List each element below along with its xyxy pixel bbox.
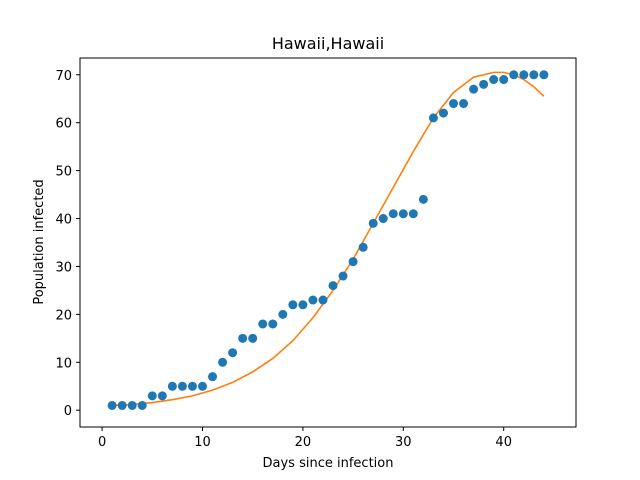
data-point [117,400,127,410]
x-tick-label: 0 [98,435,106,450]
data-point [318,295,328,305]
data-point [438,108,448,118]
y-tick-label: 30 [55,260,72,275]
data-point [137,400,147,410]
data-point [127,400,137,410]
data-point [418,194,428,204]
data-point [157,391,167,401]
data-point [459,99,469,109]
data-point [278,309,288,319]
data-point [308,295,318,305]
data-point [338,271,348,281]
data-point [408,209,418,219]
data-point [479,79,489,89]
data-point [288,300,298,310]
data-point [107,400,117,410]
data-point [358,242,368,252]
data-point [378,214,388,224]
data-point [238,333,248,343]
data-point [197,381,207,391]
data-point [328,281,338,291]
chart-title: Hawaii,Hawaii [272,34,384,53]
data-point [489,75,499,85]
data-point [449,99,459,109]
x-axis: 0 10 20 30 40 [98,427,512,450]
data-point [208,372,218,382]
y-tick-label: 70 [55,69,72,84]
data-point [248,333,258,343]
data-point [218,357,228,367]
y-tick-label: 60 [55,117,72,132]
y-axis: 0 10 20 30 40 50 60 70 [55,69,80,419]
data-point [348,257,358,267]
data-point [258,319,268,329]
data-point [368,218,378,228]
x-tick-label: 20 [295,435,312,450]
data-point [167,381,177,391]
data-point [298,300,308,310]
data-point [428,113,438,123]
data-point [268,319,278,329]
data-point [177,381,187,391]
data-point [519,70,529,80]
x-tick-label: 10 [194,435,211,450]
x-tick-label: 40 [495,435,512,450]
y-tick-label: 50 [55,165,72,180]
axes-frame [79,57,577,428]
data-point [187,381,197,391]
x-tick-label: 30 [395,435,412,450]
data-point [388,209,398,219]
x-axis-label: Days since infection [263,456,394,471]
data-point [529,70,539,80]
y-tick-label: 40 [55,213,72,228]
y-tick-label: 10 [55,356,72,371]
y-tick-label: 20 [55,308,72,323]
data-point [398,209,408,219]
data-point [539,70,549,80]
data-point [469,84,479,94]
y-axis-label: Population infected [32,179,47,304]
data-point [228,348,238,358]
data-point [499,75,509,85]
data-point [147,391,157,401]
plot-area [107,70,549,410]
data-point [509,70,519,80]
y-tick-label: 0 [64,404,72,419]
